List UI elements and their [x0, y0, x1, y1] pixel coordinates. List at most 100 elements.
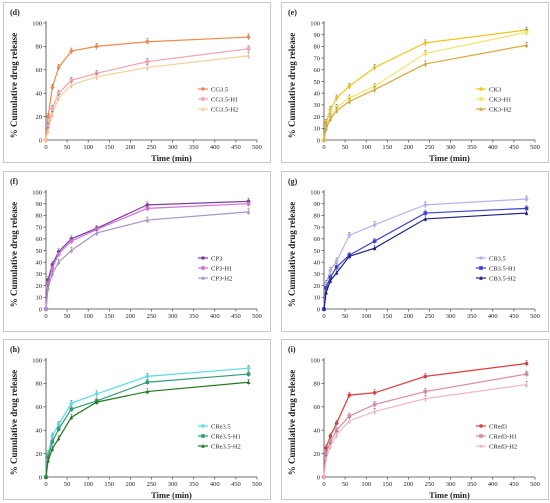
y-tick-label: 80 — [314, 44, 321, 51]
series-line — [323, 362, 527, 478]
x-tick-label: 250 — [425, 313, 435, 320]
legend-swatch-marker — [201, 106, 205, 111]
x-tick-label: 200 — [126, 313, 136, 320]
data-point — [69, 415, 74, 420]
legend-swatch-marker — [479, 97, 483, 101]
data-point — [50, 446, 55, 451]
data-point — [94, 74, 99, 79]
y-tick-label: 90 — [36, 201, 43, 208]
legend-swatch-marker — [479, 434, 483, 438]
data-point — [94, 392, 99, 396]
data-point — [69, 239, 74, 243]
data-point — [328, 278, 333, 283]
chart-svg-e: 0 10 20 30 40 50 60 70 80 90 100 0 50 100 150 200 250 300… — [287, 8, 540, 163]
x-tick-label: 150 — [104, 481, 114, 488]
x-tick-label: 400 — [488, 144, 498, 151]
data-point — [94, 44, 99, 49]
data-point — [334, 259, 339, 263]
legend-label: CG3.5 — [211, 86, 228, 93]
data-point — [372, 239, 377, 243]
data-point — [372, 390, 377, 395]
data-point — [145, 206, 150, 211]
data-point — [524, 43, 529, 48]
data-point — [347, 84, 352, 88]
y-tick-label: 100 — [32, 20, 42, 27]
data-point — [328, 434, 333, 438]
y-tick-label: 20 — [36, 114, 43, 121]
data-point — [423, 211, 428, 215]
y-tick-label: 100 — [310, 20, 320, 27]
y-tick-label: 100 — [32, 357, 42, 364]
y-tick-label: 100 — [310, 189, 320, 196]
data-point — [334, 265, 339, 269]
legend-label: CK3-H2 — [489, 106, 511, 113]
data-point — [56, 65, 61, 70]
x-tick-label: 500 — [252, 481, 262, 488]
data-point — [246, 380, 251, 385]
y-tick-label: 80 — [36, 381, 43, 388]
data-point — [334, 270, 339, 275]
x-tick-label: 300 — [446, 144, 456, 151]
data-point — [94, 227, 99, 232]
data-point — [56, 91, 61, 95]
panel-label: (h) — [10, 345, 20, 354]
data-point — [145, 39, 150, 44]
series-line — [323, 44, 527, 141]
x-tick-label: 200 — [126, 481, 136, 488]
y-axis-label: % Cumulative drug release — [9, 202, 19, 308]
data-point — [324, 126, 328, 131]
data-point — [44, 474, 48, 479]
data-point — [56, 436, 61, 441]
chart-panel-h: 0 20 40 60 80 100 0 50 100 150 200 250 300 350 400 450 5… — [3, 339, 271, 500]
data-point — [423, 396, 428, 401]
x-tick-label: 300 — [168, 313, 178, 320]
data-point — [347, 99, 352, 104]
x-tick-label: 500 — [252, 144, 262, 151]
x-tick-label: 350 — [189, 481, 199, 488]
data-point — [69, 407, 74, 411]
y-tick-label: 30 — [314, 102, 321, 109]
y-tick-label: 70 — [314, 224, 321, 231]
data-point — [246, 366, 251, 370]
data-point — [46, 114, 50, 119]
x-tick-label: 250 — [147, 144, 157, 151]
data-point — [246, 35, 251, 39]
x-tick-label: 100 — [83, 481, 93, 488]
x-tick-label: 350 — [189, 144, 199, 151]
y-tick-label: 0 — [39, 306, 42, 313]
x-tick-label: 0 — [322, 313, 325, 320]
data-point — [347, 254, 352, 259]
chart-panel-f: 0 10 20 30 40 50 60 70 80 90 100 0 50 100 150 200 250 300… — [3, 171, 271, 332]
y-tick-label: 0 — [39, 474, 42, 481]
y-tick-label: 50 — [314, 79, 321, 86]
x-tick-label: 100 — [361, 144, 371, 151]
legend-label: CB3.5-H2 — [489, 275, 516, 282]
x-tick-label: 400 — [210, 313, 220, 320]
x-tick-label: 500 — [530, 481, 540, 488]
data-point — [50, 271, 55, 276]
data-point — [246, 46, 251, 51]
chart-panel-d: 0 20 40 60 80 100 0 50 100 150 200 250 300 350 400 450 5… — [3, 2, 271, 163]
legend-swatch-marker — [479, 443, 483, 448]
data-point — [423, 374, 428, 379]
x-tick-label: 0 — [44, 144, 47, 151]
x-tick-label: 50 — [64, 144, 71, 151]
data-point — [145, 389, 150, 394]
chart-panel-g: 0 10 20 30 40 50 60 70 80 90 100 0 50 100 150 200 250 300… — [281, 171, 549, 332]
data-point — [44, 137, 48, 142]
data-point — [246, 201, 251, 206]
y-tick-label: 40 — [314, 91, 321, 98]
y-tick-label: 100 — [310, 357, 320, 364]
legend-swatch-marker — [201, 256, 205, 260]
series-line — [323, 373, 527, 478]
panel-label: (d) — [10, 8, 20, 17]
x-tick-label: 100 — [83, 313, 93, 320]
chart-svg-g: 0 10 20 30 40 50 60 70 80 90 100 0 50 100 150 200 250 300… — [287, 177, 540, 320]
y-tick-label: 30 — [314, 271, 321, 278]
y-tick-label: 80 — [314, 213, 321, 220]
panel-label: (i) — [288, 345, 296, 354]
data-point — [46, 124, 50, 128]
x-tick-label: 300 — [446, 313, 456, 320]
legend-label: CK3-H1 — [489, 96, 511, 103]
y-tick-label: 0 — [317, 137, 320, 144]
